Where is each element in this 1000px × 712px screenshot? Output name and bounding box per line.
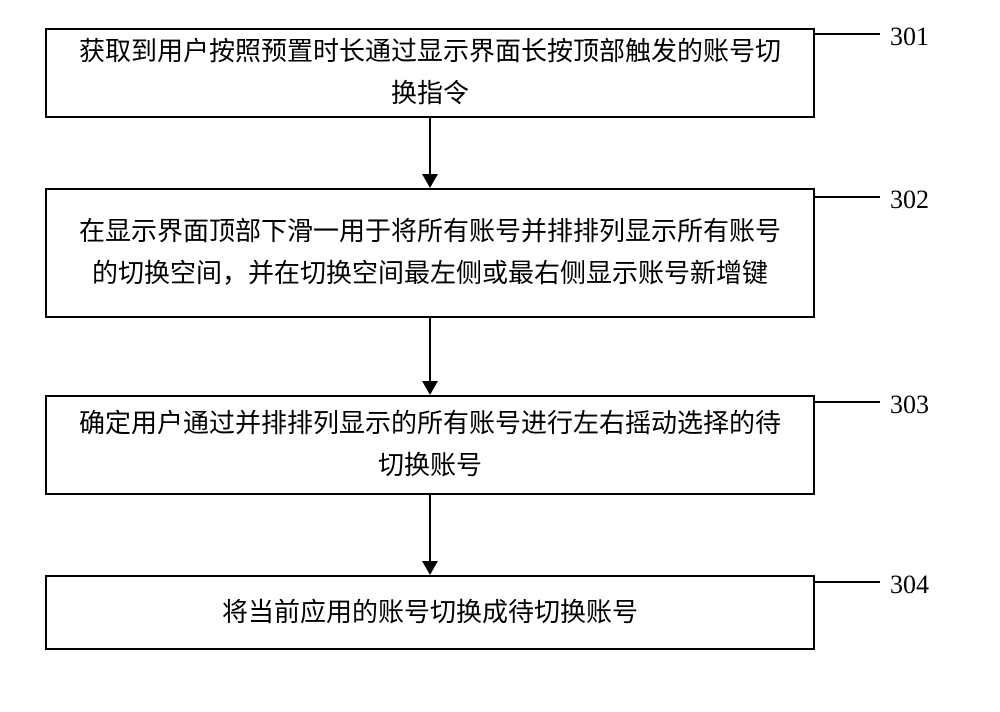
flow-arrow: [429, 118, 431, 174]
flow-node-304: 将当前应用的账号切换成待切换账号: [45, 575, 815, 650]
arrow-head-icon: [422, 561, 438, 575]
flow-node-text: 获取到用户按照预置时长通过显示界面长按顶部触发的账号切换指令: [67, 31, 793, 114]
arrow-head-icon: [422, 174, 438, 188]
flow-node-text: 将当前应用的账号切换成待切换账号: [222, 592, 638, 634]
leader-line: [815, 33, 880, 35]
flow-node-text: 确定用户通过并排排列显示的所有账号进行左右摇动选择的待切换账号: [67, 403, 793, 486]
flow-node-ref-303: 303: [890, 390, 929, 420]
flow-node-ref-302: 302: [890, 185, 929, 215]
flow-node-text: 在显示界面顶部下滑一用于将所有账号并排排列显示所有账号的切换空间，并在切换空间最…: [67, 211, 793, 294]
flow-node-ref-304: 304: [890, 570, 929, 600]
flow-arrow: [429, 495, 431, 561]
flow-node-ref-301: 301: [890, 22, 929, 52]
leader-line: [815, 581, 880, 583]
flow-arrow: [429, 318, 431, 381]
flow-node-303: 确定用户通过并排排列显示的所有账号进行左右摇动选择的待切换账号: [45, 395, 815, 495]
leader-line: [815, 196, 880, 198]
arrow-head-icon: [422, 381, 438, 395]
flow-node-302: 在显示界面顶部下滑一用于将所有账号并排排列显示所有账号的切换空间，并在切换空间最…: [45, 188, 815, 318]
flowchart-canvas: 获取到用户按照预置时长通过显示界面长按顶部触发的账号切换指令 301 在显示界面…: [0, 0, 1000, 712]
leader-line: [815, 401, 880, 403]
flow-node-301: 获取到用户按照预置时长通过显示界面长按顶部触发的账号切换指令: [45, 28, 815, 118]
